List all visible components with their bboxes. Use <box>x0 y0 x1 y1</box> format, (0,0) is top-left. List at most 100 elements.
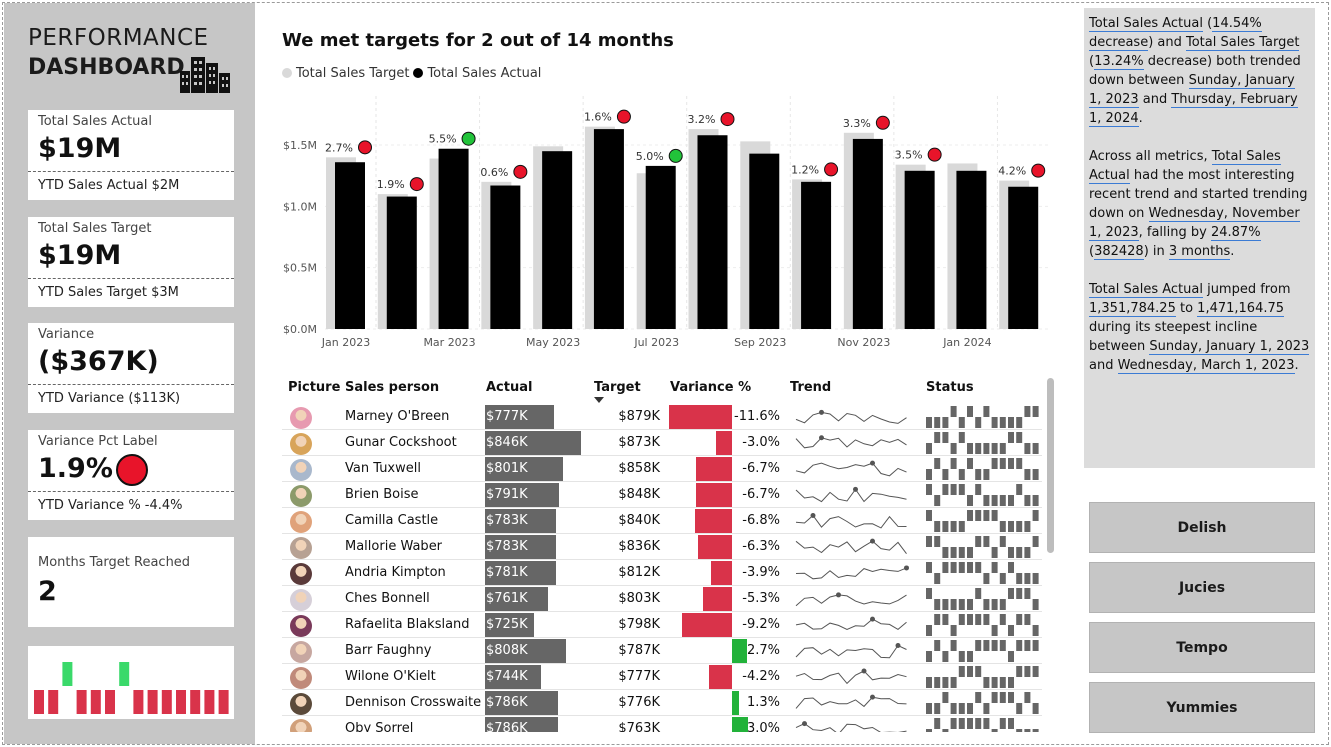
table-scrollbar[interactable] <box>1047 378 1054 553</box>
y-tick-label: $0.5M <box>283 262 317 275</box>
narrative-highlight[interactable]: Thursday, February 1, 2024 <box>1089 92 1298 127</box>
col-header-target[interactable]: Target <box>594 380 641 395</box>
narrative-highlight[interactable]: 1,471,164.75 <box>1197 301 1285 317</box>
table-row[interactable]: Gunar Cockshoot $846K $873K -3.0% <box>282 430 1042 456</box>
actual-value: $744K <box>486 669 528 684</box>
status-block <box>1032 510 1039 521</box>
target-status-dot-icon <box>668 148 683 163</box>
col-header-sales-person[interactable]: Sales person <box>345 380 440 395</box>
avatar <box>290 485 312 507</box>
legend-item-target[interactable]: Total Sales Target <box>282 66 409 81</box>
variance-value: -4.2% <box>742 669 780 684</box>
status-block <box>1008 562 1014 573</box>
table-row[interactable]: Brien Boise $791K $848K -6.7% <box>282 482 1042 508</box>
variance-value: 3.0% <box>746 721 780 732</box>
status-block <box>926 677 932 688</box>
narrative-highlight[interactable]: 1,351,784.25 <box>1089 301 1176 317</box>
col-header-variance[interactable]: Variance % <box>670 380 752 395</box>
status-block <box>1032 625 1039 636</box>
data-label: 3.3% <box>843 117 871 130</box>
narrative-highlight[interactable]: Sunday, January 1, 2023 <box>1149 339 1310 355</box>
table-row[interactable]: Van Tuxwell $801K $858K -6.7% <box>282 456 1042 482</box>
data-label: 4.2% <box>998 165 1026 178</box>
status-block <box>983 495 990 506</box>
narrative-highlight[interactable]: Sunday, January 1, 2023 <box>1089 73 1295 108</box>
table-row[interactable]: Camilla Castle $783K $840K -6.8% <box>282 508 1042 534</box>
sales-person-name: Andria Kimpton <box>345 565 446 580</box>
status-block <box>934 521 941 532</box>
mini-bar-missed <box>48 690 59 714</box>
avatar <box>290 537 312 559</box>
trend-sparkline <box>795 668 907 685</box>
kpi-label: Variance <box>38 327 95 342</box>
status-block <box>1016 521 1023 532</box>
status-block <box>991 692 998 703</box>
table-row[interactable]: Marney O'Breen $777K $879K -11.6% <box>282 404 1042 430</box>
narrative-highlight[interactable]: 24.87% <box>1210 225 1261 241</box>
data-label: 3.5% <box>895 149 923 162</box>
col-header-trend[interactable]: Trend <box>790 380 832 395</box>
actual-bar <box>485 613 534 637</box>
status-block <box>1032 703 1039 714</box>
legend-item-actual[interactable]: Total Sales Actual <box>413 66 541 81</box>
status-blocks <box>926 510 1039 532</box>
status-block <box>1024 406 1031 417</box>
table-row[interactable]: Ches Bonnell $761K $803K -5.3% <box>282 586 1042 612</box>
slicer-button-jucies[interactable]: Jucies <box>1089 562 1315 613</box>
variance-value: -3.0% <box>742 435 780 450</box>
slicer-button-tempo[interactable]: Tempo <box>1089 622 1315 673</box>
actual-bar <box>485 587 548 611</box>
narrative-highlight[interactable]: Wednesday, March 1, 2023 <box>1117 358 1295 374</box>
narrative-highlight[interactable]: Total Sales Actual <box>1089 149 1281 184</box>
slicer-button-yummies[interactable]: Yummies <box>1089 682 1315 733</box>
table-row[interactable]: Mallorie Waber $783K $836K -6.3% <box>282 534 1042 560</box>
status-block <box>999 458 1006 469</box>
x-tick-label: Sep 2023 <box>734 336 786 349</box>
status-block <box>991 625 998 636</box>
narrative-text: ( <box>1089 54 1095 69</box>
status-block <box>975 417 982 428</box>
table-row[interactable]: Oby Sorrel $786K $763K 3.0% <box>282 716 1042 732</box>
status-block <box>934 599 941 610</box>
narrative-highlight[interactable]: Total Sales Actual <box>1089 282 1203 298</box>
avatar <box>290 459 312 481</box>
status-blocks <box>926 484 1039 506</box>
bar-actual <box>801 181 832 329</box>
variance-bar <box>715 431 732 455</box>
narrative-highlight[interactable]: 13.24% <box>1094 54 1144 70</box>
actual-value: $783K <box>486 539 528 554</box>
narrative-highlight[interactable]: Total Sales Target <box>1186 35 1300 51</box>
col-header-status[interactable]: Status <box>926 380 974 395</box>
narrative-text: ) in <box>1143 244 1169 259</box>
slicer-button-delish[interactable]: Delish <box>1089 502 1315 553</box>
sales-person-name: Camilla Castle <box>345 513 439 528</box>
narrative-highlight[interactable]: Total Sales Actual <box>1089 16 1203 32</box>
table-row[interactable]: Andria Kimpton $781K $812K -3.9% <box>282 560 1042 586</box>
variance-bar <box>682 613 732 637</box>
status-block <box>926 651 932 662</box>
status-block <box>926 510 932 521</box>
status-block <box>1024 469 1031 480</box>
table-row[interactable]: Dennison Crosswaite $786K $776K 1.3% <box>282 690 1042 716</box>
actual-value: $791K <box>486 487 528 502</box>
narrative-highlight[interactable]: Wednesday, November 1, 2023 <box>1089 206 1300 241</box>
table-row[interactable]: Rafaelita Blaksland $725K $798K -9.2% <box>282 612 1042 638</box>
x-tick-label: Jul 2023 <box>633 336 679 349</box>
status-block <box>967 666 973 677</box>
status-blocks <box>926 640 1039 662</box>
col-header-picture[interactable]: Picture <box>288 380 341 395</box>
col-header-actual[interactable]: Actual <box>486 380 533 395</box>
sparkline-path <box>795 488 907 503</box>
sort-descending-icon[interactable] <box>594 397 604 403</box>
data-label: 1.6% <box>584 111 612 124</box>
narrative-highlight[interactable]: 382428 <box>1094 244 1144 260</box>
narrative-highlight[interactable]: 3 months <box>1168 244 1231 260</box>
narrative-highlight[interactable]: 14.54% decrease <box>1089 16 1262 51</box>
table-row[interactable]: Barr Faughny $808K $787K 2.7% <box>282 638 1042 664</box>
table-row[interactable]: Wilone O'Kielt $744K $777K -4.2% <box>282 664 1042 690</box>
narrative-text: . <box>1294 358 1299 373</box>
status-block <box>950 703 957 714</box>
status-block <box>967 703 973 714</box>
target-status-dot-icon <box>720 112 735 127</box>
sparkline-peak-dot <box>819 435 824 441</box>
